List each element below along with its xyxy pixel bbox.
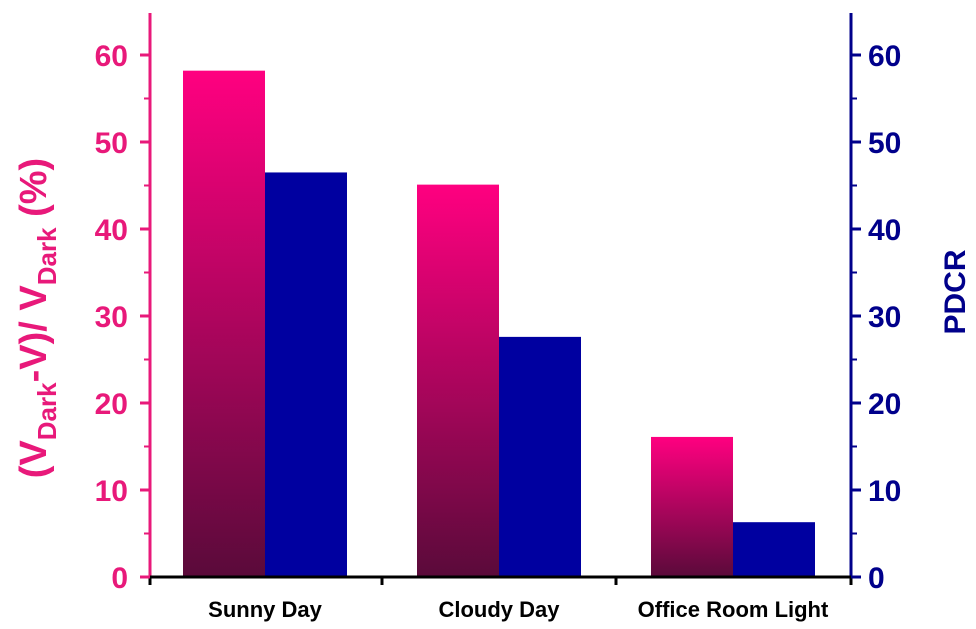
axes: [148, 13, 853, 585]
x-axis-category-labels: Sunny Day Cloudy Day Office Room Light: [208, 597, 829, 622]
right-tick-label-3: 20: [868, 388, 901, 421]
left-tick-label-7: 60: [95, 40, 128, 73]
bar-left-3: [651, 436, 733, 577]
left-tick-label-4: 30: [95, 301, 128, 334]
right-tick-label-1: 0: [868, 562, 885, 595]
left-axis-title: (VDark-V)/ VDark (%): [13, 158, 62, 478]
left-axis-ticks: 0 10 20 30 40 50 60: [95, 40, 150, 595]
bars-right-series: [265, 172, 815, 577]
left-tick-label-1: 0: [111, 562, 128, 595]
right-tick-label-7: 60: [868, 40, 901, 73]
x-category-label-2: Cloudy Day: [438, 597, 560, 622]
right-axis-title: PDCR: [939, 249, 972, 334]
left-tick-label-2: 10: [95, 475, 128, 508]
bar-right-2: [499, 336, 581, 577]
left-tick-label-6: 50: [95, 127, 128, 160]
right-tick-label-4: 30: [868, 301, 901, 334]
x-category-label-1: Sunny Day: [208, 597, 322, 622]
bar-right-1: [265, 172, 347, 577]
left-tick-label-5: 40: [95, 214, 128, 247]
left-tick-label-3: 20: [95, 388, 128, 421]
right-tick-label-2: 10: [868, 475, 901, 508]
right-axis-ticks: 0 10 20 30 40 50 60: [851, 40, 901, 595]
x-category-label-3: Office Room Light: [638, 597, 829, 622]
bars-left-series: [183, 70, 733, 577]
bar-right-3: [733, 522, 815, 577]
bar-left-1: [183, 70, 265, 577]
right-tick-label-6: 50: [868, 127, 901, 160]
bar-left-2: [417, 184, 499, 577]
right-tick-label-5: 40: [868, 214, 901, 247]
